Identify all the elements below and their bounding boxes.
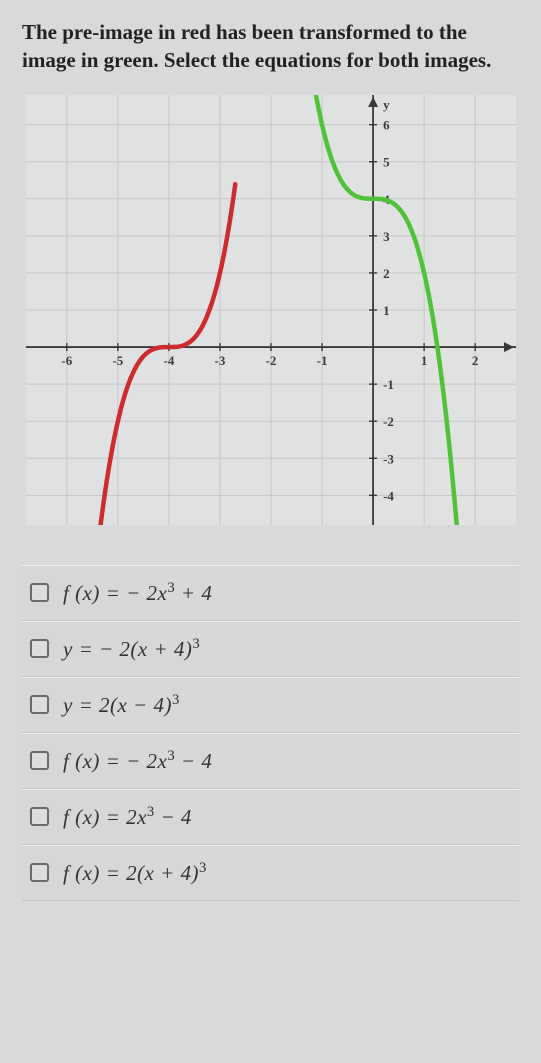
- svg-text:-2: -2: [383, 414, 394, 429]
- option-opt2[interactable]: y = − 2(x + 4)3: [22, 621, 519, 677]
- svg-text:y: y: [383, 97, 390, 112]
- option-opt1[interactable]: f (x) = − 2x3 + 4: [22, 565, 519, 621]
- svg-text:-2: -2: [265, 353, 276, 368]
- checkbox-opt5[interactable]: [30, 807, 49, 826]
- equation-opt5: f (x) = 2x3 − 4: [63, 804, 192, 830]
- svg-text:6: 6: [383, 117, 390, 132]
- answer-options: f (x) = − 2x3 + 4 y = − 2(x + 4)3 y = 2(x …: [22, 565, 519, 901]
- svg-text:1: 1: [383, 303, 390, 318]
- svg-text:-4: -4: [163, 353, 174, 368]
- option-opt4[interactable]: f (x) = − 2x3 − 4: [22, 733, 519, 789]
- svg-text:1: 1: [420, 353, 427, 368]
- equation-opt4: f (x) = − 2x3 − 4: [63, 748, 212, 774]
- svg-text:-1: -1: [383, 377, 394, 392]
- checkbox-opt2[interactable]: [30, 639, 49, 658]
- svg-text:-3: -3: [383, 451, 394, 466]
- question-text: The pre-image in red has been transforme…: [22, 18, 519, 75]
- svg-text:2: 2: [383, 266, 390, 281]
- equation-opt6: f (x) = 2(x + 4)3: [63, 860, 207, 886]
- svg-text:-4: -4: [383, 488, 394, 503]
- equation-opt1: f (x) = − 2x3 + 4: [63, 580, 212, 606]
- graph-svg: y-6-5-4-3-2-112-4-3-2-1123456: [26, 95, 516, 525]
- graph-area: y-6-5-4-3-2-112-4-3-2-1123456: [26, 95, 516, 525]
- checkbox-opt3[interactable]: [30, 695, 49, 714]
- svg-text:3: 3: [383, 229, 390, 244]
- svg-text:2: 2: [471, 353, 478, 368]
- svg-text:-1: -1: [316, 353, 327, 368]
- equation-opt2: y = − 2(x + 4)3: [63, 636, 200, 662]
- svg-text:-3: -3: [214, 353, 225, 368]
- option-opt6[interactable]: f (x) = 2(x + 4)3: [22, 845, 519, 901]
- checkbox-opt6[interactable]: [30, 863, 49, 882]
- svg-text:-6: -6: [61, 353, 72, 368]
- svg-text:5: 5: [383, 154, 390, 169]
- checkbox-opt4[interactable]: [30, 751, 49, 770]
- svg-text:-5: -5: [112, 353, 123, 368]
- option-opt3[interactable]: y = 2(x − 4)3: [22, 677, 519, 733]
- equation-opt3: y = 2(x − 4)3: [63, 692, 180, 718]
- option-opt5[interactable]: f (x) = 2x3 − 4: [22, 789, 519, 845]
- checkbox-opt1[interactable]: [30, 583, 49, 602]
